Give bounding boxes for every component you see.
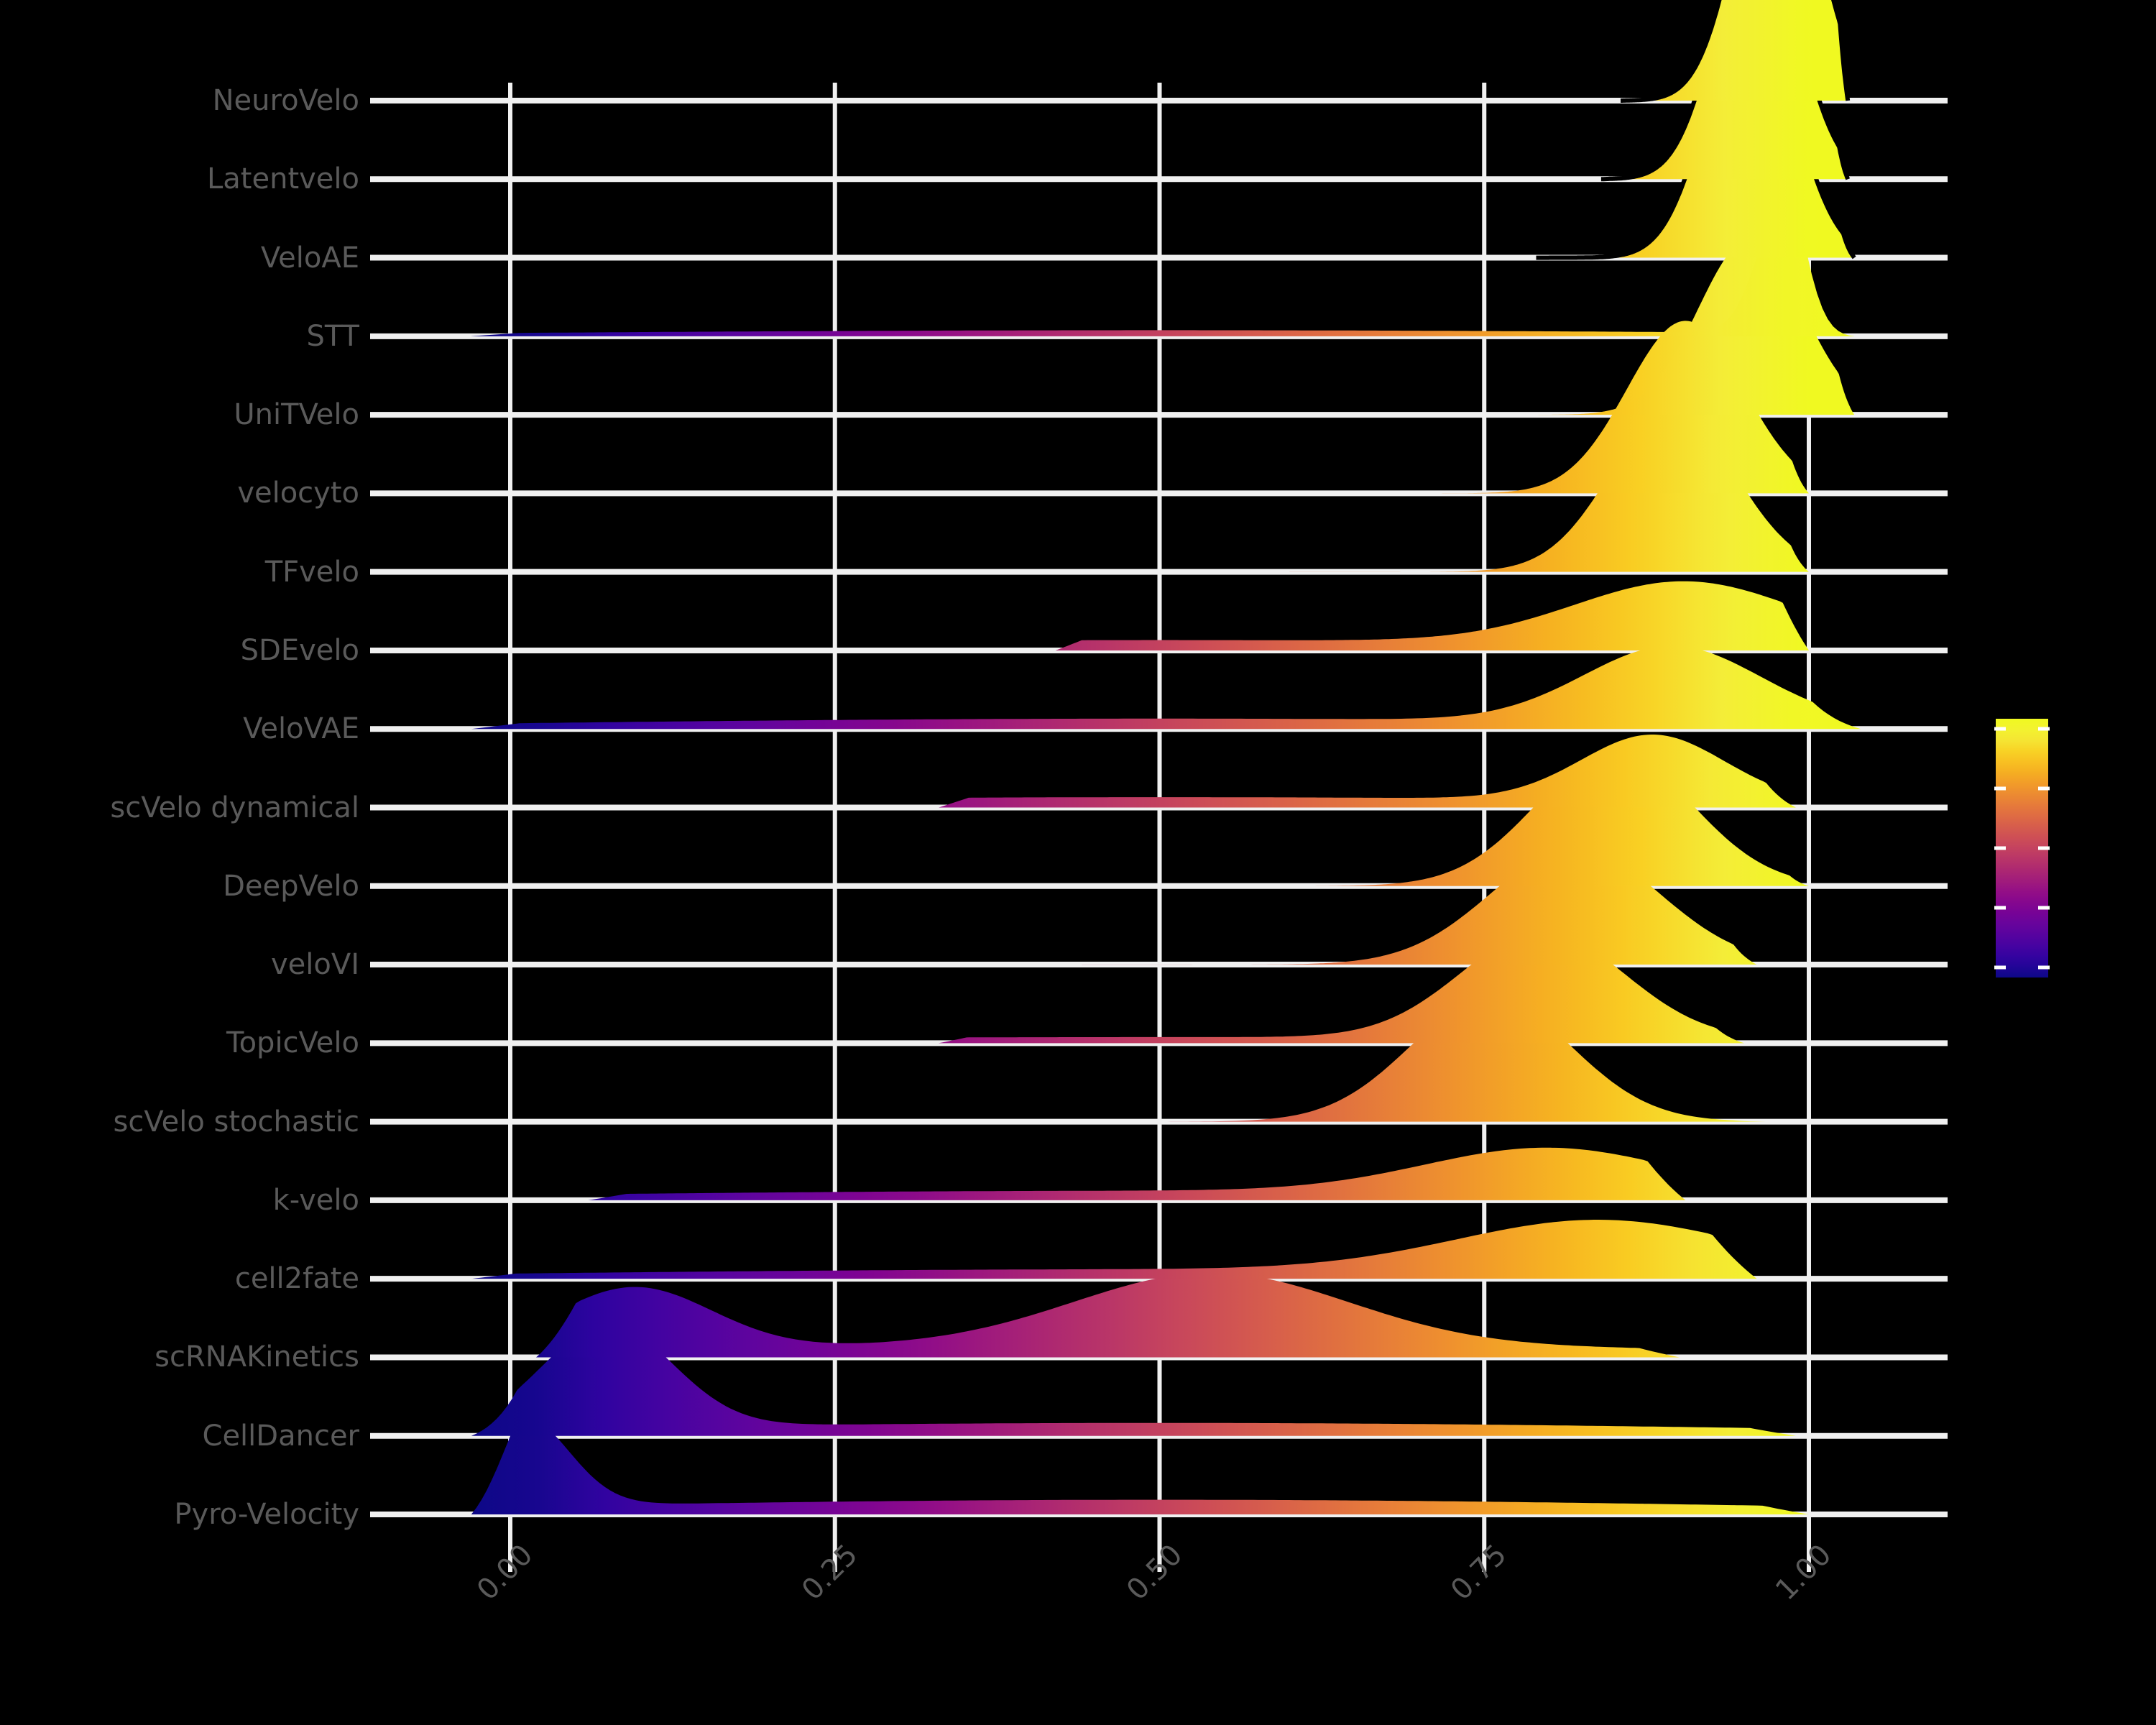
y-axis-label-k-velo: k-velo bbox=[272, 1183, 359, 1217]
ridge-layer bbox=[471, 0, 1861, 1514]
y-axis-label-neurovelo: NeuroVelo bbox=[212, 84, 359, 117]
ridge-area-scrnakinetics bbox=[536, 1272, 1680, 1358]
ridge-area-sdevelo bbox=[1055, 581, 1809, 650]
y-axis-label-velovae: VeloVAE bbox=[243, 712, 359, 746]
ridge-area-k-velo bbox=[588, 1147, 1686, 1200]
ridge-area-unitvelo bbox=[1406, 239, 1855, 415]
y-axis-label-scvelo-dynamical: scVelo dynamical bbox=[110, 791, 359, 824]
ridge-area-scvelo-dynamical bbox=[939, 735, 1796, 808]
y-axis-label-stt: STT bbox=[306, 319, 359, 353]
y-axis-label-scvelo-stochastic: scVelo stochastic bbox=[113, 1105, 359, 1138]
y-axis-label-sdevelo: SDEvelo bbox=[240, 633, 359, 667]
ridge-outline-neurovelo bbox=[1621, 0, 1851, 103]
ridge-area-pyro-velocity bbox=[471, 1416, 1809, 1514]
ridge-area-neurovelo bbox=[1620, 0, 1848, 101]
y-axis-label-velocyto: velocyto bbox=[237, 477, 359, 510]
y-axis-label-cell2fate: cell2fate bbox=[234, 1262, 359, 1296]
y-axis-label-scrnakinetics: scRNAKinetics bbox=[155, 1340, 359, 1374]
y-axis-label-velovi: veloVI bbox=[270, 948, 359, 982]
x-tick-marks bbox=[508, 1563, 1811, 1572]
ridge-area-cell2fate bbox=[471, 1220, 1757, 1279]
y-axis-label-topicvelo: TopicVelo bbox=[226, 1026, 359, 1060]
ridge-area-stt bbox=[471, 208, 1855, 336]
colorbar-ticks bbox=[1994, 727, 2050, 970]
y-axis-label-unitvelo: UniTVelo bbox=[234, 398, 359, 432]
ridge-area-velovae bbox=[471, 645, 1861, 730]
y-axis-label-tfvelo: TFvelo bbox=[264, 555, 359, 589]
y-axis-label-veloae: VeloAE bbox=[260, 241, 359, 275]
y-axis-label-deepvelo: DeepVelo bbox=[223, 869, 359, 903]
y-axis-label-celldancer: CellDancer bbox=[202, 1419, 359, 1453]
y-axis-label-pyro-velocity: Pyro-Velocity bbox=[174, 1498, 359, 1531]
y-axis-label-latentvelo: Latentvelo bbox=[207, 162, 359, 196]
